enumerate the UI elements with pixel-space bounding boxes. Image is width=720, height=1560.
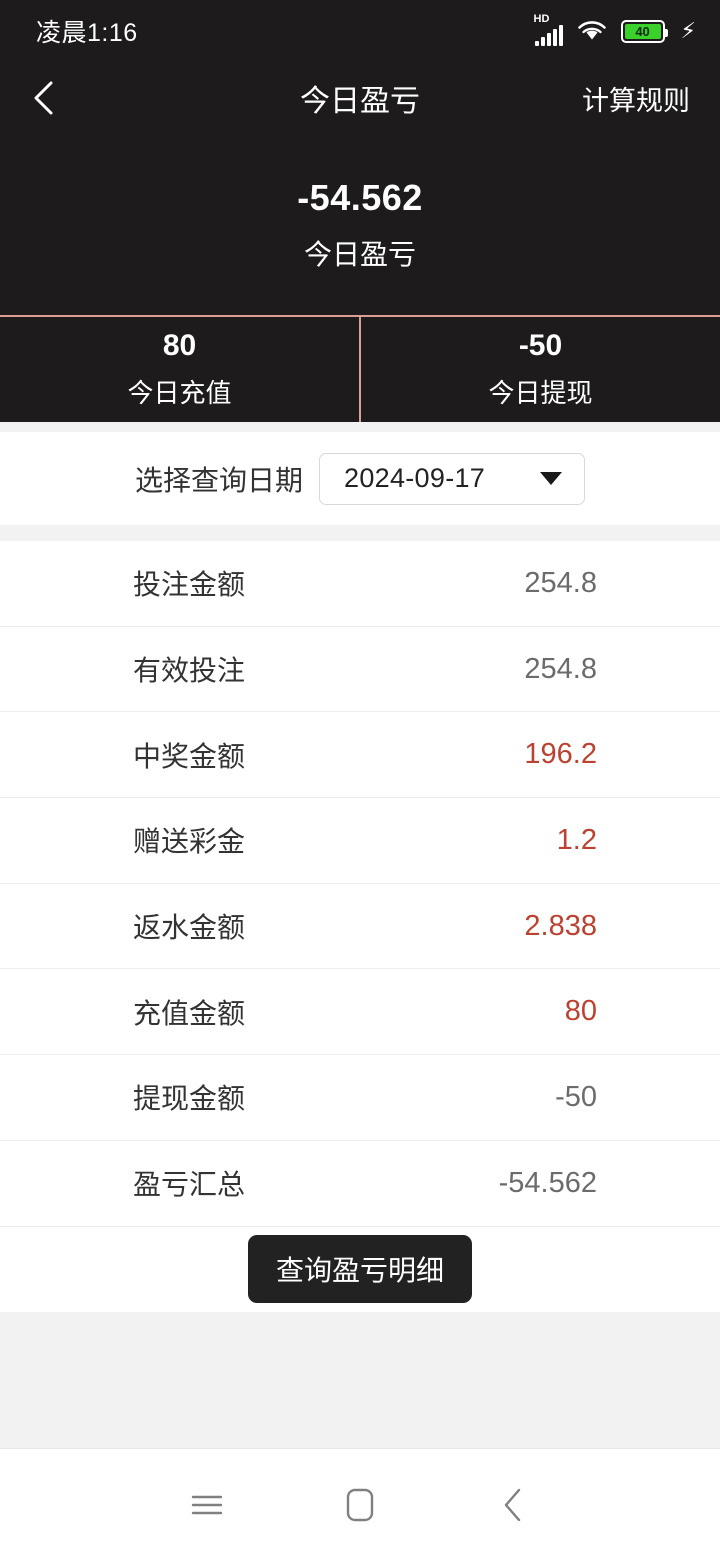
battery-icon: 40 [620, 19, 668, 43]
table-row: 投注金额 254.8 [0, 541, 720, 627]
wifi-icon [577, 21, 606, 40]
row-label: 充值金额 [133, 997, 246, 1029]
query-detail-button[interactable]: 查询盈亏明细 [247, 1235, 472, 1303]
table-row: 充值金额 80 [0, 969, 720, 1056]
status-bar: 凌晨1:16 HD 40 ⚡ [0, 0, 720, 62]
home-square-icon[interactable] [325, 1475, 395, 1535]
app-bar: 今日盈亏 计算规则 [0, 62, 720, 134]
row-label: 中奖金额 [133, 740, 246, 772]
menu-icon[interactable] [172, 1475, 242, 1535]
row-label: 赠送彩金 [133, 826, 246, 858]
page-filler [0, 1311, 720, 1448]
date-filter-panel: 选择查询日期 2024-09-17 [0, 432, 720, 525]
hero-summary: -54.562 今日盈亏 [0, 134, 720, 315]
signal-bars-icon [534, 25, 563, 46]
date-select-value: 2024-09-17 [344, 463, 486, 493]
stat-value: -50 [518, 329, 563, 362]
charging-bolt-icon: ⚡ [680, 18, 696, 43]
calculation-rules-link[interactable]: 计算规则 [582, 85, 690, 116]
row-value: -54.562 [498, 1166, 597, 1199]
row-label: 投注金额 [133, 569, 246, 601]
row-label: 盈亏汇总 [133, 1169, 246, 1201]
hero-amount: -54.562 [297, 176, 423, 218]
hd-label: HD [533, 13, 550, 25]
table-row: 盈亏汇总 -54.562 [0, 1141, 720, 1227]
row-value: 254.8 [524, 652, 597, 685]
spacer-top [0, 422, 720, 432]
battery-level: 40 [635, 23, 650, 39]
android-nav-bar [0, 1448, 720, 1560]
row-value: 196.2 [524, 738, 597, 771]
date-filter-label: 选择查询日期 [134, 464, 303, 496]
row-value: 1.2 [556, 823, 597, 856]
stat-cell-withdraw[interactable]: -50 今日提现 [359, 317, 720, 422]
back-chevron-icon[interactable] [478, 1475, 548, 1535]
row-label: 返水金额 [133, 912, 246, 944]
row-value: -50 [555, 1080, 597, 1113]
row-value: 254.8 [524, 566, 597, 599]
stat-strip: 80 今日充值 -50 今日提现 [0, 315, 720, 422]
signal-icon: HD [533, 13, 563, 46]
battery-fill: 40 [624, 23, 661, 39]
stat-label: 今日提现 [488, 378, 593, 408]
chevron-down-icon [540, 472, 562, 485]
table-row: 赠送彩金 1.2 [0, 798, 720, 884]
table-row: 返水金额 2.838 [0, 884, 720, 970]
main-content: 选择查询日期 2024-09-17 投注金额 254.8 有效投注 254.8 … [0, 422, 720, 1448]
stat-label: 今日充值 [127, 378, 232, 408]
status-time: 凌晨1:16 [36, 19, 138, 47]
table-row: 中奖金额 196.2 [0, 712, 720, 799]
stat-value: 80 [162, 329, 197, 362]
row-label: 提现金额 [133, 1083, 246, 1115]
back-chevron-icon[interactable] [30, 78, 70, 118]
page-title: 今日盈亏 [300, 85, 420, 118]
spacer-mid [0, 525, 720, 541]
table-row: 提现金额 -50 [0, 1055, 720, 1141]
row-value: 80 [564, 995, 597, 1028]
date-select[interactable]: 2024-09-17 [319, 452, 585, 505]
table-row: 有效投注 254.8 [0, 627, 720, 713]
row-value: 2.838 [524, 909, 597, 942]
status-icons: HD 40 ⚡ [533, 13, 696, 46]
detail-rows: 投注金额 254.8 有效投注 254.8 中奖金额 196.2 赠送彩金 1.… [0, 541, 720, 1227]
row-label: 有效投注 [133, 655, 246, 687]
stat-cell-deposit[interactable]: 80 今日充值 [0, 317, 359, 422]
detail-button-container: 查询盈亏明细 [0, 1226, 720, 1312]
hero-label: 今日盈亏 [303, 238, 416, 270]
